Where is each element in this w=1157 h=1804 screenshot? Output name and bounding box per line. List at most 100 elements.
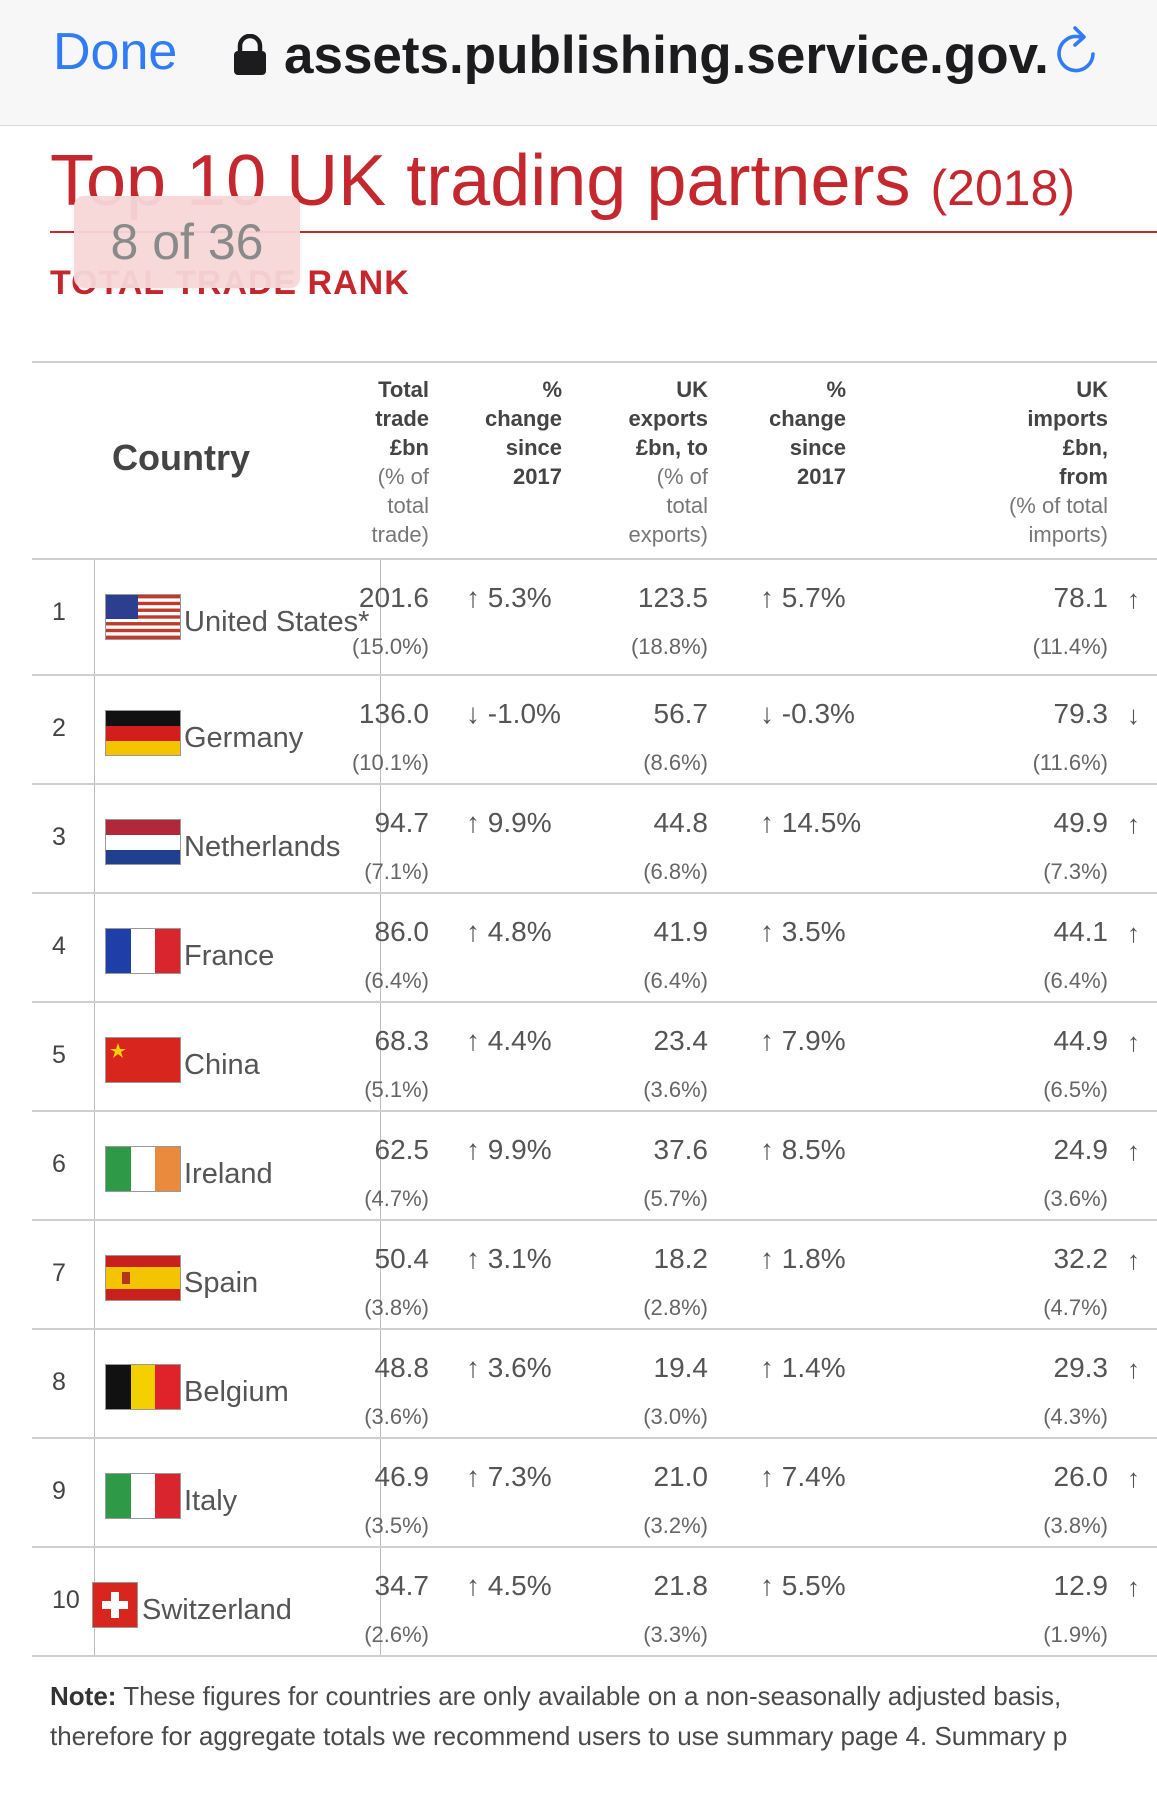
- page-indicator: 8 of 36: [74, 196, 300, 288]
- exports-pct: (18.8%): [630, 634, 708, 659]
- trade-change: ↑ 4.5%: [466, 1570, 552, 1601]
- table-row: 6 Ireland 62.5 (4.7%) ↑ 9.9% 37.6 (5.7%) ↑ 8.5%…: [32, 1112, 1157, 1221]
- header-line: exports: [628, 406, 708, 431]
- exports: 41.9: [653, 916, 709, 947]
- total-trade: 50.4: [374, 1243, 430, 1274]
- column-divider: [94, 894, 95, 1001]
- exports: 18.2: [653, 1243, 709, 1274]
- address-bar[interactable]: assets.publishing.service.gov.: [232, 20, 1049, 90]
- exports-pct: (6.4%): [643, 968, 708, 993]
- rank: 5: [52, 1041, 66, 1069]
- column-divider: [94, 1003, 95, 1110]
- note-label: Note:: [50, 1681, 117, 1711]
- rank: 7: [52, 1259, 66, 1287]
- imports-change-arrow: ↑: [1127, 809, 1140, 839]
- header-line: UK: [1076, 377, 1108, 402]
- table-row: 8 Belgium 48.8 (3.6%) ↑ 3.6% 19.4 (3.0%) ↑ 1.4%…: [32, 1330, 1157, 1439]
- exports: 19.4: [653, 1352, 709, 1383]
- header-line: trade): [371, 522, 429, 547]
- column-divider: [380, 1112, 381, 1219]
- rank: 6: [52, 1150, 66, 1178]
- imports-change-arrow: ↑: [1127, 1463, 1140, 1493]
- column-divider: [380, 1548, 381, 1655]
- table-row: 5 China 68.3 (5.1%) ↑ 4.4% 23.4 (3.6%) ↑ 7.9% 44…: [32, 1003, 1157, 1112]
- rank: 3: [52, 823, 66, 851]
- url-text: assets.publishing.service.gov.: [284, 25, 1049, 85]
- note-line-1: These figures for countries are only ava…: [116, 1681, 1062, 1711]
- column-divider: [380, 1330, 381, 1437]
- exports-pct: (8.6%): [643, 750, 708, 775]
- exports: 37.6: [653, 1134, 709, 1165]
- imports-change-arrow: ↑: [1127, 918, 1140, 948]
- rank: 8: [52, 1368, 66, 1396]
- exports: 44.8: [653, 807, 709, 838]
- header-line: total: [387, 493, 429, 518]
- header-line: Total: [378, 377, 429, 402]
- header-total-trade: Total trade £bn (% of total trade): [332, 375, 429, 549]
- exports-pct: (2.8%): [643, 1295, 708, 1320]
- column-divider: [94, 1439, 95, 1546]
- imports-pct: (4.3%): [1043, 1404, 1108, 1429]
- de-flag-icon: [105, 710, 181, 756]
- exports-pct: (3.3%): [643, 1622, 708, 1647]
- header-change-exports: % change since 2017: [756, 375, 846, 491]
- header-line: (% of: [377, 464, 429, 489]
- exports: 56.7: [653, 698, 709, 729]
- done-button[interactable]: Done: [53, 23, 178, 81]
- total-trade: 94.7: [374, 807, 430, 838]
- us-flag-icon: [105, 594, 181, 640]
- rank: 10: [52, 1586, 80, 1614]
- exports-pct: (5.7%): [643, 1186, 708, 1211]
- country-name: France: [184, 940, 275, 972]
- total-trade: 86.0: [374, 916, 430, 947]
- es-flag-icon: [105, 1255, 181, 1301]
- header-line: (% of: [656, 464, 708, 489]
- header-line: imports): [1028, 522, 1108, 547]
- table-row: 9 Italy 46.9 (3.5%) ↑ 7.3% 21.0 (3.2%) ↑ 7.4% 26…: [32, 1439, 1157, 1548]
- trade-change: ↑ 4.4%: [466, 1025, 552, 1056]
- exports-pct: (3.6%): [643, 1077, 708, 1102]
- column-divider: [380, 894, 381, 1001]
- trade-change: ↓ -1.0%: [466, 698, 561, 729]
- country-name: Belgium: [184, 1376, 289, 1408]
- header-line: since: [789, 435, 846, 460]
- trade-change: ↑ 7.3%: [466, 1461, 552, 1492]
- column-divider: [94, 676, 95, 783]
- header-line: exports): [628, 522, 708, 547]
- imports-pct: (6.4%): [1043, 968, 1108, 993]
- header-country: Country: [112, 437, 250, 478]
- total-trade: 46.9: [374, 1461, 430, 1492]
- column-divider: [380, 560, 381, 674]
- header-exports: UK exports £bn, to (% of total exports): [592, 375, 708, 549]
- ch-flag-icon: [92, 1582, 138, 1628]
- imports-pct: (4.7%): [1043, 1295, 1108, 1320]
- header-line: (% of total: [1008, 493, 1108, 518]
- column-divider: [94, 785, 95, 892]
- total-trade-pct: (6.4%): [364, 968, 429, 993]
- column-divider: [380, 676, 381, 783]
- total-trade: 136.0: [358, 698, 429, 729]
- header-line: from: [1059, 464, 1108, 489]
- exports: 21.8: [653, 1570, 709, 1601]
- header-line: £bn,: [1062, 435, 1108, 460]
- cn-flag-icon: [105, 1037, 181, 1083]
- trade-change: ↑ 3.6%: [466, 1352, 552, 1383]
- exports-pct: (3.2%): [643, 1513, 708, 1538]
- header-imports: UK imports £bn, from (% of total imports…: [942, 375, 1108, 549]
- column-divider: [380, 785, 381, 892]
- table-body: 1 United States* 201.6 (15.0%) ↑ 5.3% 123.5 (1…: [32, 560, 1157, 1657]
- reload-icon[interactable]: [1048, 24, 1106, 82]
- column-divider: [94, 1221, 95, 1328]
- imports-change-arrow: ↑: [1127, 1572, 1140, 1602]
- exports-change: ↑ 7.9%: [760, 1025, 846, 1056]
- trading-partners-table: Country Total trade £bn (% of total trad…: [32, 361, 1157, 1657]
- country-name: Italy: [184, 1485, 238, 1517]
- trade-change: ↑ 4.8%: [466, 916, 552, 947]
- imports: 29.3: [1053, 1352, 1109, 1383]
- title-year: (2018): [930, 160, 1076, 216]
- header-line: UK: [676, 377, 708, 402]
- imports-change-arrow: ↑: [1127, 1354, 1140, 1384]
- country-name: United States*: [184, 606, 370, 638]
- fr-flag-icon: [105, 928, 181, 974]
- total-trade: 68.3: [374, 1025, 430, 1056]
